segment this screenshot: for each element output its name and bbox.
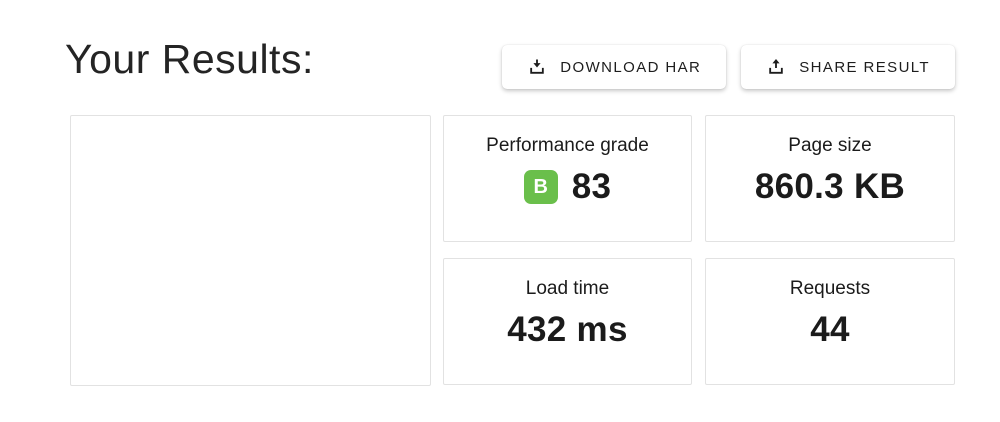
share-icon — [766, 57, 786, 77]
download-icon — [527, 57, 547, 77]
performance-grade-value-row: B 83 — [523, 167, 612, 207]
page-size-label: Page size — [788, 135, 872, 156]
download-har-label: DOWNLOAD HAR — [560, 58, 702, 76]
requests-card: Requests 44 — [705, 258, 955, 385]
load-time-value-row: 432 ms — [507, 310, 628, 350]
header-actions: DOWNLOAD HAR SHARE RESULT — [502, 45, 955, 89]
share-result-button[interactable]: SHARE RESULT — [741, 45, 955, 89]
load-time-card: Load time 432 ms — [443, 258, 692, 385]
page-size-value-row: 860.3 KB — [755, 167, 905, 207]
page-title: Your Results: — [65, 36, 314, 82]
requests-value-row: 44 — [810, 310, 850, 350]
load-time-value: 432 ms — [507, 310, 628, 349]
performance-grade-label: Performance grade — [486, 135, 649, 156]
requests-label: Requests — [789, 278, 871, 299]
download-har-button[interactable]: DOWNLOAD HAR — [502, 45, 727, 89]
grade-badge: B — [523, 170, 558, 204]
requests-value: 44 — [810, 310, 850, 349]
page-size-card: Page size 860.3 KB — [705, 115, 955, 242]
performance-grade-card: Performance grade B 83 — [443, 115, 692, 242]
share-result-label: SHARE RESULT — [799, 58, 930, 76]
performance-grade-value: 83 — [571, 167, 612, 206]
page-size-value: 860.3 KB — [754, 167, 906, 206]
load-time-label: Load time — [525, 278, 610, 299]
results-cards-grid: Performance grade B 83 Page size 860.3 K… — [443, 115, 955, 385]
waterfall-placeholder-panel — [70, 115, 431, 386]
